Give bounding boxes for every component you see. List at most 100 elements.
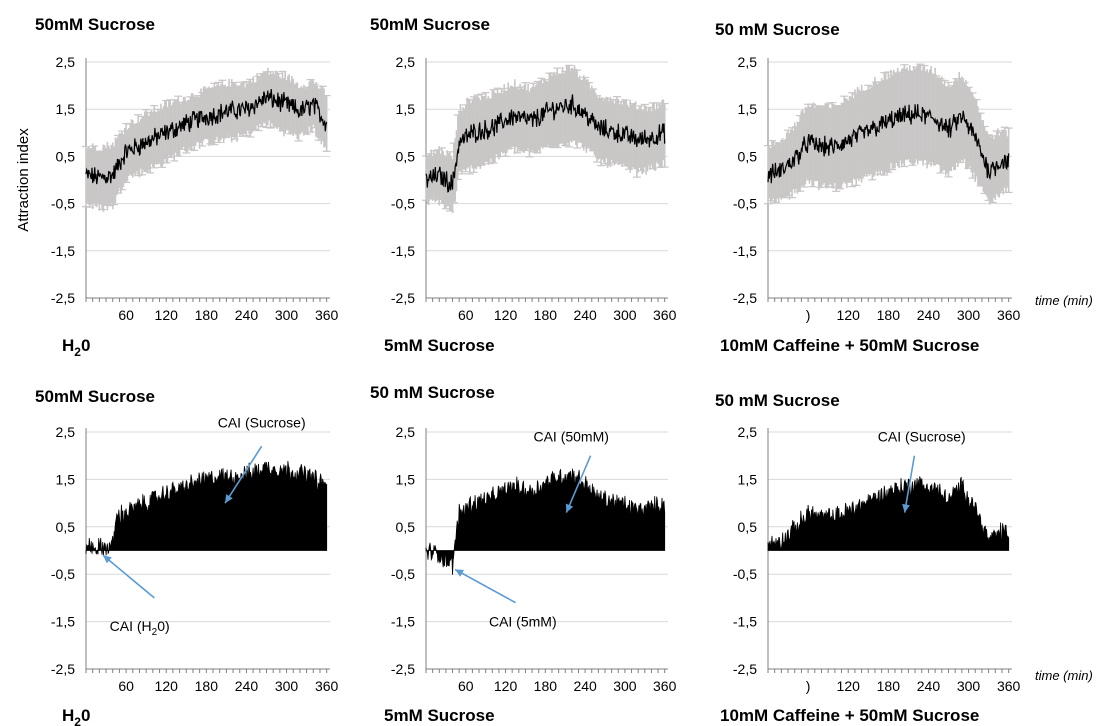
x-tick-label: 300: [613, 307, 637, 323]
panel-xlabel: 10mM Caffeine + 50mM Sucrose: [720, 706, 979, 725]
x-tick-label: ): [806, 678, 811, 694]
annotation-arrow: [454, 568, 516, 604]
x-tick-label: 120: [837, 678, 861, 694]
y-tick-label: 1,5: [56, 471, 76, 487]
annotation-arrowhead: [565, 503, 574, 513]
y-tick-label: -2,5: [391, 661, 415, 677]
y-tick-label: -0,5: [51, 566, 75, 582]
x-tick-label: 240: [235, 307, 259, 323]
x-tick-label: 180: [534, 678, 558, 694]
y-tick-label: 2,5: [396, 54, 416, 70]
y-tick-label: 1,5: [396, 101, 416, 117]
x-tick-label: 180: [534, 307, 558, 323]
chart-title: 50 mM Sucrose: [715, 391, 840, 410]
chart-title: 50 mM Sucrose: [715, 20, 840, 39]
x-tick-label: 240: [235, 678, 259, 694]
time-unit-label-bottom: time (min): [1035, 668, 1093, 683]
y-tick-label: -0,5: [733, 196, 757, 212]
annotation-arrowhead: [225, 494, 233, 504]
x-tick-label: 120: [837, 307, 861, 323]
annotation-label: CAI (Sucrose): [878, 428, 966, 444]
series-trace: [85, 89, 328, 185]
x-tick-label: 60: [118, 678, 134, 694]
y-tick-label: -2,5: [733, 661, 757, 677]
y-tick-label: 1,5: [396, 471, 416, 487]
time-unit-label-top: time (min): [1035, 293, 1093, 308]
x-tick-label: 300: [957, 307, 981, 323]
y-tick-label: 1,5: [56, 101, 76, 117]
y-axis-label: Attraction index: [15, 128, 32, 232]
annotation-label: CAI (50mM): [533, 428, 608, 444]
x-tick-label: 240: [917, 307, 941, 323]
y-tick-label: -0,5: [391, 566, 415, 582]
chart-title: 50mM Sucrose: [35, 387, 155, 406]
panel-xlabel: 5mM Sucrose: [384, 336, 495, 355]
y-tick-label: 1,5: [738, 471, 758, 487]
chart-bottom-3: 50 mM Sucrose 2,5 1,5 0,5 -0,5 -1,5 -2,5) 120 18…: [715, 391, 1021, 725]
y-tick-label: -1,5: [733, 243, 757, 259]
series-area: [85, 460, 328, 557]
series-area: [425, 468, 666, 575]
series-trace: [767, 104, 1010, 184]
annotation-arrow: [903, 455, 916, 513]
x-tick-label: 120: [155, 678, 179, 694]
panel-xlabel: H20: [62, 336, 90, 359]
y-tick-label: -1,5: [733, 614, 757, 630]
chart-bottom-2: 50 mM Sucrose 2,5 1,5 0,5 -0,5 -1,5 -2,5 60 120 1…: [370, 383, 677, 725]
series-area: [767, 476, 1010, 552]
panel-xlabel: 5mM Sucrose: [384, 706, 495, 725]
chart-title: 50 mM Sucrose: [370, 383, 495, 402]
y-tick-label: 0,5: [738, 148, 758, 164]
y-tick-label: 2,5: [56, 424, 76, 440]
chart-top-2: 50mM Sucrose 2,5 1,5 0,5 -0,5 -1,5 -2,5 60 120 18…: [370, 15, 677, 355]
x-tick-label: 180: [195, 678, 219, 694]
y-tick-label: -1,5: [391, 243, 415, 259]
x-tick-label: 360: [653, 678, 677, 694]
chart-title: 50mM Sucrose: [370, 15, 490, 34]
x-tick-label: 180: [877, 307, 901, 323]
annotation-arrowhead: [103, 555, 112, 564]
panel-xlabel: H20: [62, 706, 90, 726]
x-tick-label: 60: [458, 678, 474, 694]
y-tick-label: -0,5: [733, 566, 757, 582]
annotation-label: CAI (Sucrose): [218, 414, 306, 430]
annotation-arrow: [224, 445, 263, 504]
y-tick-label: 2,5: [738, 54, 758, 70]
chart-top-1: 50mM Sucrose 2,5 1,5 0,5 -0,5 -1,5 -2,5 60 120 18…: [35, 15, 339, 359]
y-tick-label: 0,5: [56, 519, 76, 535]
annotation-arrow: [102, 554, 155, 599]
y-tick-label: 0,5: [738, 519, 758, 535]
x-tick-label: 360: [653, 307, 677, 323]
annotation-arrowhead: [455, 569, 465, 577]
x-tick-label: 240: [573, 307, 597, 323]
annotation-arrowhead: [902, 503, 910, 513]
y-tick-label: -2,5: [733, 290, 757, 306]
x-tick-label: 60: [458, 307, 474, 323]
chart-bottom-1: 50mM Sucrose 2,5 1,5 0,5 -0,5 -1,5 -2,5 60 120 18…: [35, 387, 339, 726]
x-tick-label: 300: [275, 678, 299, 694]
series-trace: [425, 94, 666, 193]
x-tick-label: 60: [118, 307, 134, 323]
x-tick-label: 240: [917, 678, 941, 694]
x-tick-label: 300: [275, 307, 299, 323]
error-bars: [82, 67, 331, 212]
chart-title: 50mM Sucrose: [35, 15, 155, 34]
x-tick-label: 240: [573, 678, 597, 694]
x-tick-label: 180: [195, 307, 219, 323]
x-tick-label: 120: [494, 678, 518, 694]
annotation-label: CAI (H20): [110, 618, 170, 638]
x-tick-label: 120: [155, 307, 179, 323]
annotation-arrow: [565, 455, 592, 513]
y-tick-label: 0,5: [56, 148, 76, 164]
x-tick-label: ): [806, 307, 811, 323]
x-tick-label: 300: [613, 678, 637, 694]
y-tick-label: -0,5: [51, 196, 75, 212]
x-tick-label: 120: [494, 307, 518, 323]
panel-xlabel: 10mM Caffeine + 50mM Sucrose: [720, 336, 979, 355]
x-tick-label: 360: [315, 307, 339, 323]
y-tick-label: -2,5: [51, 661, 75, 677]
y-tick-label: 0,5: [396, 519, 416, 535]
y-tick-label: -1,5: [51, 243, 75, 259]
y-tick-label: 2,5: [56, 54, 76, 70]
